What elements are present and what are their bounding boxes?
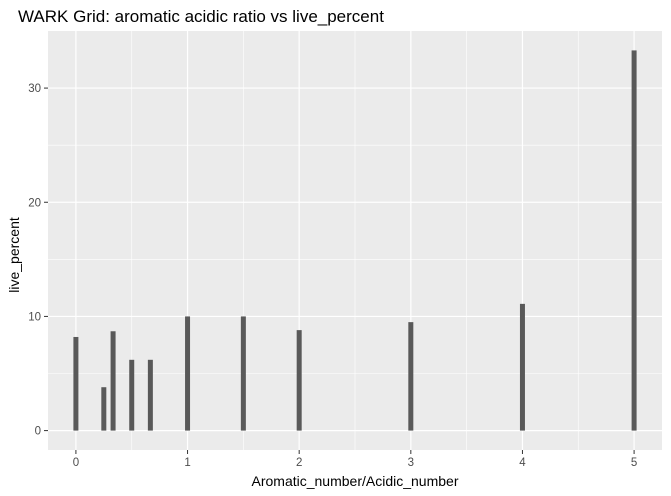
chart-title: WARK Grid: aromatic acidic ratio vs live… <box>18 7 384 26</box>
x-axis-ticks: 0 1 2 3 4 5 <box>73 450 637 469</box>
bar <box>129 359 135 431</box>
y-axis-title: live_percent <box>6 217 22 293</box>
bar <box>631 50 637 431</box>
bar <box>240 316 246 431</box>
y-tick-label: 10 <box>28 311 41 323</box>
bar <box>110 331 116 431</box>
bar <box>519 303 525 431</box>
bar <box>408 322 414 431</box>
bars <box>73 50 637 431</box>
x-tick-label: 4 <box>519 457 526 469</box>
x-tick-label: 2 <box>296 457 302 469</box>
minor-gridlines <box>48 31 662 450</box>
y-tick-label: 0 <box>35 426 41 438</box>
bar <box>147 359 153 431</box>
y-tick-label: 20 <box>28 197 41 209</box>
bar <box>73 336 79 431</box>
bar <box>101 387 107 431</box>
x-tick-label: 0 <box>73 457 79 469</box>
x-tick-label: 1 <box>184 457 190 469</box>
x-axis-title: Aromatic_number/Acidic_number <box>252 473 459 489</box>
bar <box>296 330 302 431</box>
y-axis-ticks: 0 10 20 30 <box>28 83 48 438</box>
bar <box>185 316 191 431</box>
x-tick-label: 3 <box>408 457 414 469</box>
y-tick-label: 30 <box>28 83 41 95</box>
x-tick-label: 5 <box>631 457 637 469</box>
